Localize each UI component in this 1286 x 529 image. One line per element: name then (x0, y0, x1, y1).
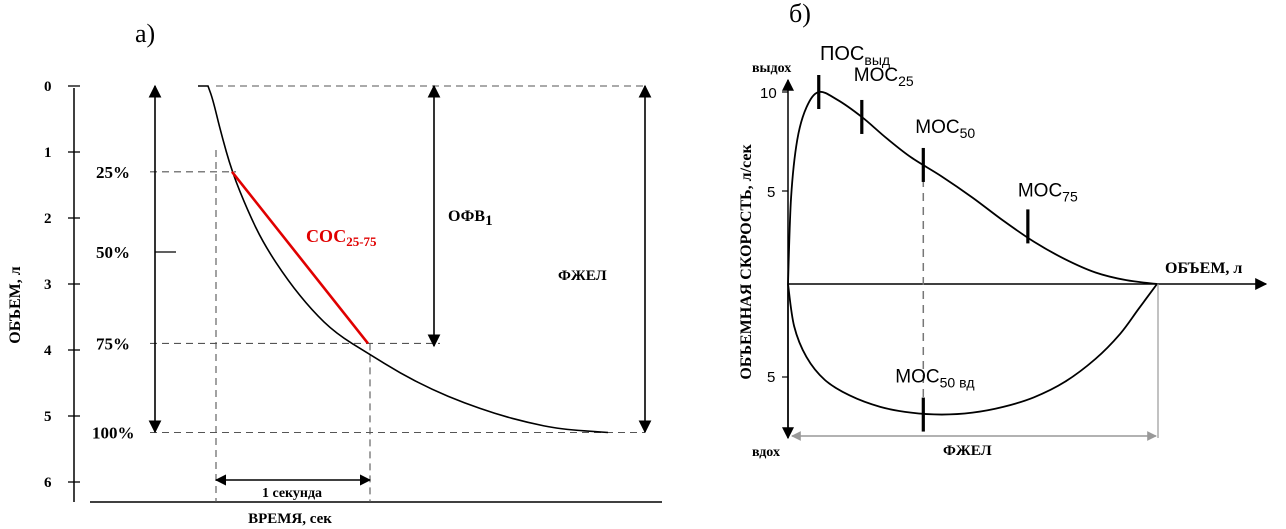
panel-b-y-tick-5-insp: 5 (767, 369, 775, 386)
panel-b-fvc-label: ФЖЕЛ (943, 443, 992, 459)
panel-a-y-tick-label: 3 (44, 277, 52, 293)
panel-b-y-tick-5-exp: 5 (767, 184, 775, 201)
panel-b-inspiratory-curve (787, 283, 1158, 416)
panel-a-y-axis-label: ОБЪЕМ, л (7, 266, 24, 343)
panel-a-soc-line (230, 170, 370, 345)
panel-a-percent-label: 100% (92, 424, 135, 443)
panel-a-fev1-label: ОФВ1 (448, 208, 493, 229)
panel-a-y-tick-label: 2 (44, 211, 52, 227)
panel-a-soc-label: СОС25-75 (306, 226, 377, 249)
panel-b-marker-label: МОС50 (915, 117, 975, 141)
panel-a-y-tick-label: 0 (44, 79, 52, 95)
panel-a-y-tick-label: 4 (44, 343, 52, 359)
panel-b-marker-sub: выд (864, 52, 890, 68)
panel-b-marker-text: МОС (895, 367, 939, 388)
panel-b-expiratory-curve (787, 90, 1158, 285)
panel-b-marker-text: ПОС (820, 43, 864, 65)
panel-b-label: б) (789, 0, 811, 28)
panel-b-marker-text: МОС (854, 65, 898, 86)
panel-a-y-tick-label: 6 (44, 475, 52, 491)
panel-b-x-axis-label: ОБЪЕМ, л (1165, 260, 1242, 277)
panel-a-soc-sub: 25-75 (346, 234, 377, 249)
panel-a-one-second-label: 1 секунда (262, 486, 322, 501)
panel-a-percent-label: 75% (96, 334, 130, 353)
panel-a-y-tick-label: 5 (44, 409, 52, 425)
panel-a-chart: а) 0 1 2 3 4 5 6 ОБЪЕМ, л ВРЕМЯ, сек 25% 50% 75%… (7, 19, 662, 527)
panel-b-marker-sub: 75 (1062, 188, 1078, 204)
panel-b-inhale-label: вдох (752, 445, 780, 460)
panel-a-fev1-text: ОФВ (448, 208, 485, 225)
panel-b-marker-sub: 50 (960, 125, 976, 141)
panel-b-marker-label: ПОСвыд (820, 43, 890, 68)
panel-a-label: а) (135, 19, 155, 48)
panel-b-y-axis-label: ОБЪЕМНАЯ СКОРОСТЬ, л/сек (738, 144, 755, 380)
panel-b-marker-label: МОС25 (854, 65, 914, 89)
panel-b-marker-sub: 25 (898, 73, 914, 89)
panel-a-percent-label: 25% (96, 163, 130, 182)
panel-b-y-tick-10: 10 (760, 85, 777, 102)
panel-a-fvc-label: ФЖЕЛ (558, 268, 607, 284)
panel-a-soc-text: СОС (306, 226, 346, 246)
panel-a-guide-lines (150, 85, 645, 502)
panel-b-chart: б) выдох вдох ОБЪЕМ, л ОБЪЕМНАЯ СКОРОСТЬ… (738, 0, 1268, 460)
panel-b-marker-label: МОС50 вд (895, 367, 974, 391)
panel-a-percent-labels: 25% 50% 75% 100% (92, 163, 135, 443)
panel-b-marker-text: МОС (1018, 180, 1062, 201)
panel-a-percent-label: 50% (96, 243, 130, 262)
panel-a-x-axis-label: ВРЕМЯ, сек (248, 511, 332, 527)
panel-a-volume-curve (198, 85, 609, 434)
panel-a-y-tick-label: 1 (44, 145, 52, 161)
panel-b-marker-text: МОС (915, 117, 959, 138)
panel-a-fev1-sub: 1 (485, 213, 493, 229)
panel-a-y-ticks: 0 1 2 3 4 5 6 (44, 79, 80, 491)
panel-b-marker-label: МОС75 (1018, 180, 1078, 204)
panel-b-exhale-label: выдох (752, 61, 791, 76)
panel-b-marker-sub: 50 вд (940, 375, 975, 391)
